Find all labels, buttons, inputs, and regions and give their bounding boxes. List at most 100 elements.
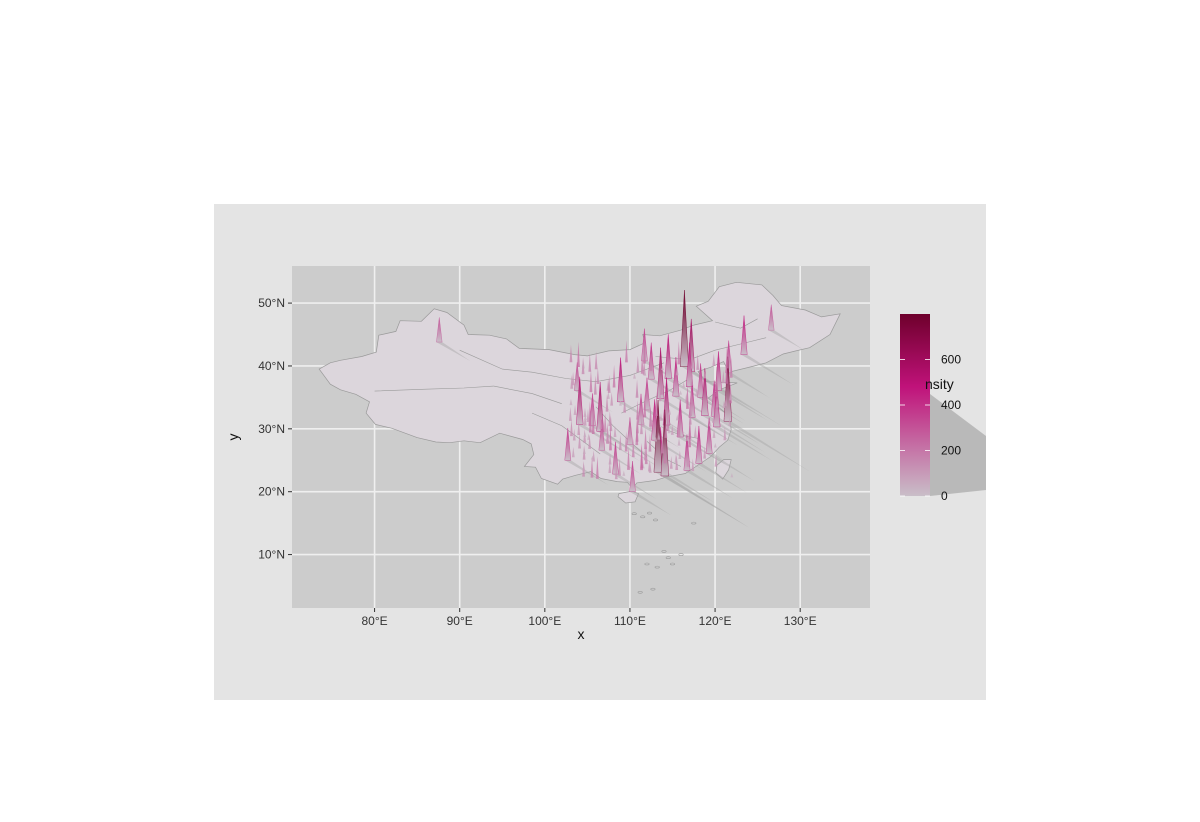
density-texture-spike	[605, 427, 608, 433]
density-texture-spike	[606, 391, 610, 399]
density-texture-spike	[572, 428, 576, 441]
density-texture-spike	[721, 370, 725, 384]
x-tick-label: 110°E	[614, 614, 646, 628]
density-texture-spike	[709, 396, 713, 401]
density-texture-spike	[663, 443, 667, 464]
density-texture-spike	[578, 433, 581, 449]
density-texture-spike	[674, 453, 678, 463]
density-peak	[629, 461, 636, 492]
density-texture-spike	[608, 453, 612, 465]
density-texture-spike	[589, 369, 593, 393]
island-dot	[640, 515, 646, 519]
density-texture-spike	[577, 420, 581, 436]
density-texture-spike	[603, 413, 607, 433]
density-texture-spike	[686, 452, 690, 467]
peak-shadow	[713, 426, 773, 462]
density-texture-spike	[610, 392, 614, 406]
legend-title: nsity	[925, 376, 954, 392]
peak-shadow	[661, 475, 750, 528]
density-texture-spike	[594, 351, 598, 370]
density-texture-spike	[724, 412, 727, 418]
peak-shadow	[688, 371, 759, 413]
density-texture-spike	[689, 400, 692, 417]
density-texture-spike	[624, 431, 628, 452]
density-texture-spike	[724, 395, 728, 407]
island-dot	[665, 556, 671, 560]
density-texture-spike	[625, 340, 628, 363]
y-tick-label: 30°N	[258, 422, 285, 436]
density-texture-spike	[614, 465, 618, 480]
density-texture-spike	[599, 412, 603, 430]
island-dot	[661, 550, 667, 553]
peak-shadow	[697, 397, 744, 424]
density-texture-spike	[677, 341, 681, 365]
density-texture-spike	[695, 387, 698, 397]
density-texture-spike	[608, 461, 612, 474]
density-texture-spike	[588, 434, 592, 449]
density-texture-spike	[708, 420, 712, 427]
density-texture-spike	[723, 426, 727, 441]
density-texture-spike	[612, 364, 616, 388]
peak-shadow	[564, 460, 609, 486]
density-texture-spike	[596, 367, 600, 385]
density-texture-spike	[583, 415, 587, 421]
density-texture-spike	[633, 372, 636, 379]
density-texture-spike	[729, 393, 732, 401]
density-texture-spike	[654, 437, 658, 442]
density-texture-spike	[607, 374, 611, 393]
axes: 80°E 90°E 100°E 110°E 120°E 130°E 10°N 20°N 30°N…	[225, 296, 817, 642]
density-peak	[680, 290, 689, 367]
density-texture-spike	[728, 416, 732, 426]
x-tick-label: 130°E	[784, 614, 817, 628]
legend: 0 200 400 600 nsity	[900, 314, 986, 503]
peak-shadow	[768, 330, 804, 350]
province-border	[374, 385, 494, 392]
density-texture-spike	[631, 438, 635, 458]
density-texture-spike	[675, 366, 679, 376]
density-texture-spike	[658, 388, 662, 402]
density-texture-spike	[619, 400, 622, 406]
density-texture-spike	[690, 370, 694, 386]
legend-label: 600	[941, 353, 961, 367]
density-texture-spike	[635, 379, 639, 398]
density-texture-spike	[675, 414, 679, 421]
province-border	[595, 406, 648, 458]
peak-shadow	[724, 421, 810, 472]
density-texture-spike	[715, 402, 719, 417]
density-texture-spike	[640, 353, 644, 374]
province-border	[715, 318, 758, 329]
density-texture-spike	[677, 416, 681, 437]
density-peak	[643, 377, 651, 411]
density-texture-spike	[649, 410, 653, 427]
y-axis-title: y	[225, 434, 241, 441]
density-texture-spike	[595, 456, 599, 479]
x-tick-label: 120°E	[699, 614, 732, 628]
density-texture-spike	[636, 355, 640, 373]
density-peak	[596, 382, 604, 432]
density-texture-spike	[583, 431, 587, 437]
density-texture-spike	[569, 398, 573, 406]
density-texture-spike	[571, 371, 575, 386]
peak-shadow	[574, 390, 613, 413]
x-tick-label: 90°E	[447, 614, 473, 628]
density-peak	[695, 425, 703, 464]
density-peak	[664, 334, 672, 379]
island-dot	[644, 562, 650, 566]
density-peak	[705, 417, 713, 454]
density-peak	[697, 363, 704, 398]
density-texture-spike	[691, 458, 695, 472]
province-border	[459, 349, 567, 379]
density-texture-spike	[655, 391, 658, 417]
x-tick-label: 80°E	[361, 614, 387, 628]
density-texture-spike	[643, 445, 647, 461]
density-texture-spike	[661, 436, 664, 454]
density-texture-spike	[689, 386, 693, 403]
density-peak	[653, 399, 663, 473]
density-texture-spike	[618, 434, 622, 451]
density-peak	[672, 357, 680, 397]
density-texture-spike	[668, 409, 672, 415]
density-texture-spike	[609, 415, 613, 432]
density-texture-spike	[640, 418, 643, 435]
density-texture-spike	[618, 458, 621, 476]
density-texture-spike	[669, 455, 673, 469]
